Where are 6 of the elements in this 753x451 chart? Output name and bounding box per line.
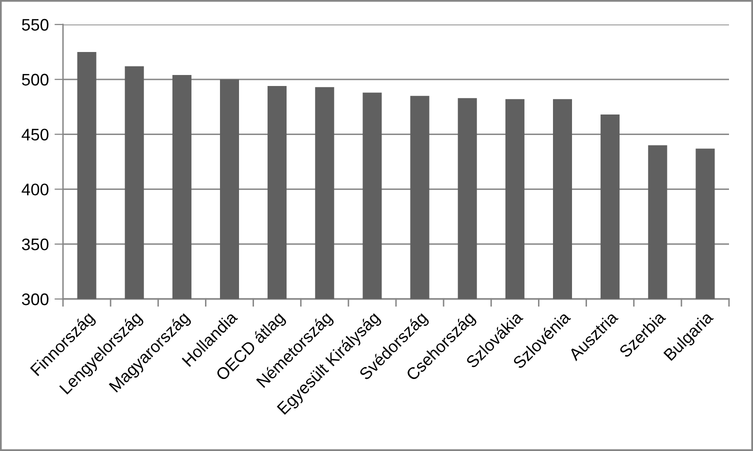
y-tick-label: 450 <box>22 128 48 141</box>
y-tick-label: 300 <box>22 293 48 306</box>
y-tick-label: 550 <box>22 18 48 31</box>
y-tick-label: 500 <box>22 74 48 86</box>
y-tick-label: 350 <box>22 238 48 250</box>
y-tick-label: 400 <box>22 184 48 196</box>
